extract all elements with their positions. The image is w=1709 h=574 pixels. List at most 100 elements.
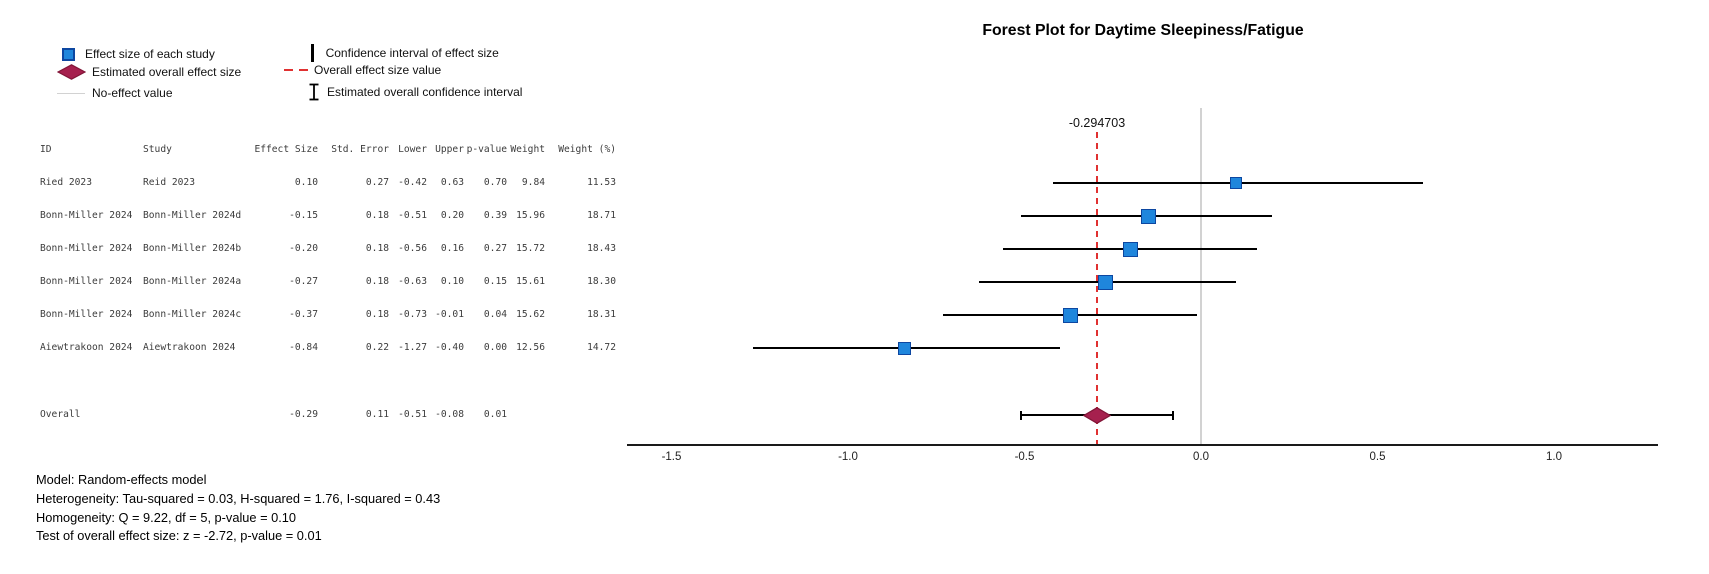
legend-item-ci: Confidence interval of effect size	[311, 44, 499, 62]
model-line: Model: Random-effects model	[36, 472, 207, 487]
study-square-icon	[62, 47, 75, 61]
header-7: Weight	[510, 144, 545, 155]
cell-4: 0.15	[483, 276, 507, 287]
cell-5: 9.84	[521, 177, 545, 188]
x-axis-line	[627, 444, 1658, 446]
no-effect-line-icon	[57, 92, 85, 94]
table-row: Ried 2023 Reid 2023 0.10 0.27 -0.42 0.63 0.70 9…	[40, 177, 616, 189]
table-row: Bonn-Miller 2024 Bonn-Miller 2024a -0.27 0.…	[40, 276, 616, 288]
legend-item-overall-effect: Estimated overall effect size	[57, 63, 241, 81]
legend-label: Effect size of each study	[85, 47, 215, 61]
cell-6: 11.53	[587, 177, 616, 188]
cell-1: 0.18	[365, 243, 389, 254]
cell-5: 12.56	[516, 342, 545, 353]
heterogeneity-line: Heterogeneity: Tau-squared = 0.03, H-squ…	[36, 490, 441, 506]
cell-3: 0.16	[440, 243, 464, 254]
cell-id: Ried 2023	[40, 177, 92, 188]
cell-1: 0.22	[365, 342, 389, 353]
cell-id: Aiewtrakoon 2024	[40, 342, 133, 353]
effect-square	[1062, 307, 1078, 323]
cell-0: -0.27	[289, 276, 318, 287]
ci-line-icon	[311, 44, 314, 62]
effect-square	[1098, 274, 1114, 290]
cell-3: -0.08	[435, 409, 464, 420]
cell-id: Bonn-Miller 2024	[40, 309, 133, 320]
cell-id: Bonn-Miller 2024	[40, 243, 133, 254]
cell-5: 15.61	[516, 276, 545, 287]
cell-0: -0.15	[289, 210, 318, 221]
x-tick-label: -1.0	[838, 451, 858, 463]
x-tick-label: 1.0	[1546, 451, 1562, 463]
cell-4: 0.27	[483, 243, 507, 254]
overall-ci-icon	[309, 83, 319, 101]
cell-3: 0.63	[440, 177, 464, 188]
model-stats: Model: Random-effects model Heterogeneit…	[36, 471, 440, 546]
cell-1: 0.18	[365, 210, 389, 221]
cell-5: 15.72	[516, 243, 545, 254]
cell-study: Bonn-Miller 2024a	[143, 276, 242, 287]
header-5: Upper	[435, 144, 464, 155]
overall-ci-cap	[1020, 410, 1022, 420]
cell-3: -0.40	[435, 342, 464, 353]
header-3: Std. Error	[331, 144, 389, 155]
cell-6: 18.30	[587, 276, 616, 287]
cell-1: 0.27	[365, 177, 389, 188]
effect-square	[897, 341, 911, 355]
cell-4: 0.00	[483, 342, 507, 353]
overall-ci-cap	[1171, 410, 1174, 420]
legend-label: Overall effect size value	[314, 63, 442, 77]
cell-study: Bonn-Miller 2024b	[143, 243, 242, 254]
cell-4: 0.70	[483, 177, 507, 188]
cell-6: 18.31	[587, 309, 616, 320]
cell-study: Bonn-Miller 2024c	[143, 309, 242, 320]
homogeneity-line: Homogeneity: Q = 9.22, df = 5, p-value =…	[36, 509, 297, 525]
table-row: Aiewtrakoon 2024 Aiewtrakoon 2024 -0.84 0.2…	[40, 342, 616, 354]
x-tick-label: 0.0	[1193, 451, 1209, 463]
header-1: Study	[143, 144, 172, 155]
legend-label: Estimated overall effect size	[92, 65, 242, 79]
header-6: p-value	[466, 144, 507, 155]
table-row: Bonn-Miller 2024 Bonn-Miller 2024d -0.15 0.…	[40, 210, 616, 222]
cell-6: 18.43	[587, 243, 616, 254]
cell-1: 0.11	[365, 409, 389, 420]
overall-diamond-icon	[57, 64, 86, 80]
legend-label: Confidence interval of effect size	[325, 46, 499, 60]
cell-study: Reid 2023	[143, 177, 195, 188]
cell-3: 0.10	[440, 276, 464, 287]
cell-id: Overall	[40, 409, 81, 420]
cell-5: 15.96	[516, 210, 545, 221]
cell-6	[545, 409, 616, 421]
legend-label: No-effect value	[92, 86, 173, 100]
dashed-line-icon	[284, 68, 310, 72]
cell-6: 18.71	[587, 210, 616, 221]
no-effect-line	[1200, 108, 1202, 445]
legend-item-effect-size: Effect size of each study	[62, 45, 215, 63]
cell-0: -0.84	[289, 342, 318, 353]
cell-study	[143, 409, 254, 421]
legend-item-no-effect: No-effect value	[57, 84, 173, 102]
overall-effect-dashed-line	[1096, 132, 1098, 445]
cell-4: 0.01	[483, 409, 507, 420]
cell-2: -1.27	[398, 342, 427, 353]
table-header-row: ID Study Effect Size Std. Error Lower Upper p-…	[40, 144, 616, 156]
effect-square	[1230, 177, 1243, 189]
table-row-overall: Overall -0.29 0.11 -0.51 -0.08 0.01	[40, 409, 616, 421]
cell-study: Aiewtrakoon 2024	[143, 342, 236, 353]
table-row: Bonn-Miller 2024 Bonn-Miller 2024b -0.20 0.…	[40, 243, 616, 255]
x-tick-label: -1.5	[661, 451, 682, 463]
cell-4: 0.39	[483, 210, 507, 221]
legend-item-overall-value: Overall effect size value	[284, 61, 441, 79]
effect-square	[1140, 208, 1156, 224]
cell-1: 0.18	[365, 309, 389, 320]
cell-id: Bonn-Miller 2024	[40, 276, 133, 287]
effect-square	[1122, 241, 1138, 257]
chart-title: Forest Plot for Daytime Sleepiness/Fatig…	[982, 22, 1304, 39]
overall-diamond	[1082, 406, 1111, 424]
cell-0: -0.37	[289, 309, 318, 320]
cell-6: 14.72	[587, 342, 616, 353]
cell-0: -0.29	[289, 409, 318, 420]
legend-item-overall-ci: Estimated overall confidence interval	[307, 83, 522, 101]
cell-0: -0.20	[289, 243, 318, 254]
cell-1: 0.18	[365, 276, 389, 287]
legend-label: Estimated overall confidence interval	[327, 85, 523, 99]
